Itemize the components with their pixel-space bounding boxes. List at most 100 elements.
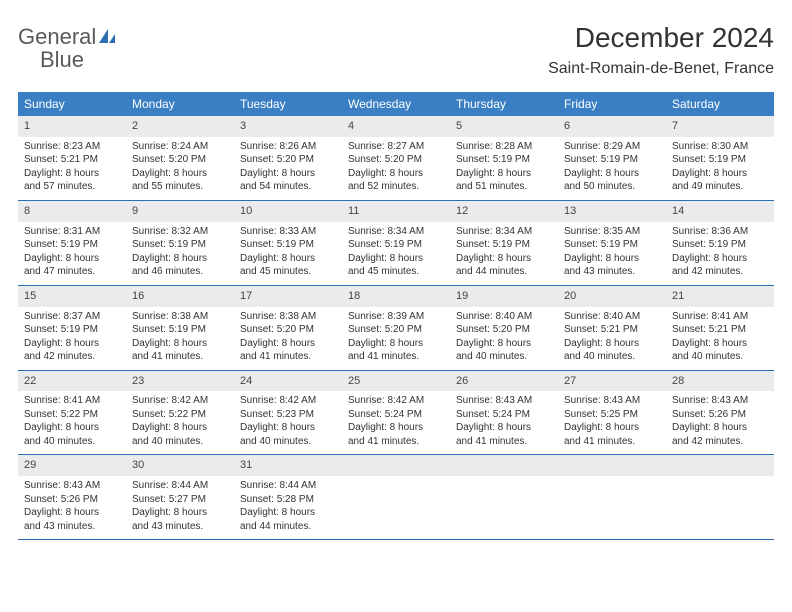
daylight-text: Daylight: 8 hours: [240, 506, 336, 520]
sunset-text: Sunset: 5:20 PM: [132, 153, 228, 167]
weekday-header: Monday: [126, 92, 234, 116]
day-body: Sunrise: 8:33 AMSunset: 5:19 PMDaylight:…: [234, 222, 342, 285]
sunset-text: Sunset: 5:26 PM: [24, 493, 120, 507]
weekday-header: Saturday: [666, 92, 774, 116]
daylight-text: Daylight: 8 hours: [132, 421, 228, 435]
calendar-day-cell: 12Sunrise: 8:34 AMSunset: 5:19 PMDayligh…: [450, 201, 558, 285]
day-number: 8: [18, 201, 126, 222]
daylight-text: Daylight: 8 hours: [672, 252, 768, 266]
weekday-header: Friday: [558, 92, 666, 116]
sunrise-text: Sunrise: 8:38 AM: [240, 310, 336, 324]
sunrise-text: Sunrise: 8:39 AM: [348, 310, 444, 324]
sunrise-text: Sunrise: 8:44 AM: [132, 479, 228, 493]
title-block: December 2024 Saint-Romain-de-Benet, Fra…: [548, 22, 774, 78]
weekday-header: Sunday: [18, 92, 126, 116]
day-body: Sunrise: 8:36 AMSunset: 5:19 PMDaylight:…: [666, 222, 774, 285]
day-number: [342, 455, 450, 476]
calendar-day-cell: 27Sunrise: 8:43 AMSunset: 5:25 PMDayligh…: [558, 371, 666, 455]
daylight-text: and 54 minutes.: [240, 180, 336, 194]
daylight-text: Daylight: 8 hours: [564, 421, 660, 435]
daylight-text: Daylight: 8 hours: [672, 337, 768, 351]
sunset-text: Sunset: 5:24 PM: [348, 408, 444, 422]
calendar-day-cell: 6Sunrise: 8:29 AMSunset: 5:19 PMDaylight…: [558, 116, 666, 200]
day-number: 7: [666, 116, 774, 137]
calendar-day-cell: 22Sunrise: 8:41 AMSunset: 5:22 PMDayligh…: [18, 371, 126, 455]
calendar-day-cell: 18Sunrise: 8:39 AMSunset: 5:20 PMDayligh…: [342, 286, 450, 370]
calendar-grid: Sunday Monday Tuesday Wednesday Thursday…: [18, 92, 774, 540]
calendar-day-cell: 15Sunrise: 8:37 AMSunset: 5:19 PMDayligh…: [18, 286, 126, 370]
day-number: 30: [126, 455, 234, 476]
calendar-day-cell: 2Sunrise: 8:24 AMSunset: 5:20 PMDaylight…: [126, 116, 234, 200]
sunrise-text: Sunrise: 8:29 AM: [564, 140, 660, 154]
daylight-text: Daylight: 8 hours: [348, 167, 444, 181]
daylight-text: Daylight: 8 hours: [564, 252, 660, 266]
day-body: [450, 476, 558, 485]
day-number: 11: [342, 201, 450, 222]
daylight-text: and 40 minutes.: [240, 435, 336, 449]
daylight-text: Daylight: 8 hours: [348, 421, 444, 435]
daylight-text: Daylight: 8 hours: [456, 421, 552, 435]
day-body: Sunrise: 8:34 AMSunset: 5:19 PMDaylight:…: [342, 222, 450, 285]
sunset-text: Sunset: 5:19 PM: [456, 153, 552, 167]
sunset-text: Sunset: 5:26 PM: [672, 408, 768, 422]
day-number: 23: [126, 371, 234, 392]
calendar-day-cell: [450, 455, 558, 539]
daylight-text: and 41 minutes.: [132, 350, 228, 364]
daylight-text: Daylight: 8 hours: [240, 421, 336, 435]
day-number: 16: [126, 286, 234, 307]
daylight-text: and 44 minutes.: [456, 265, 552, 279]
sunrise-text: Sunrise: 8:44 AM: [240, 479, 336, 493]
day-number: [450, 455, 558, 476]
daylight-text: Daylight: 8 hours: [672, 167, 768, 181]
calendar-day-cell: 3Sunrise: 8:26 AMSunset: 5:20 PMDaylight…: [234, 116, 342, 200]
sunrise-text: Sunrise: 8:37 AM: [24, 310, 120, 324]
daylight-text: Daylight: 8 hours: [24, 337, 120, 351]
day-number: 13: [558, 201, 666, 222]
daylight-text: and 42 minutes.: [672, 435, 768, 449]
daylight-text: and 43 minutes.: [564, 265, 660, 279]
day-body: Sunrise: 8:37 AMSunset: 5:19 PMDaylight:…: [18, 307, 126, 370]
calendar-week: 8Sunrise: 8:31 AMSunset: 5:19 PMDaylight…: [18, 201, 774, 286]
daylight-text: and 52 minutes.: [348, 180, 444, 194]
calendar-day-cell: 9Sunrise: 8:32 AMSunset: 5:19 PMDaylight…: [126, 201, 234, 285]
sunrise-text: Sunrise: 8:42 AM: [132, 394, 228, 408]
sunset-text: Sunset: 5:19 PM: [132, 323, 228, 337]
month-title: December 2024: [548, 22, 774, 54]
day-number: 28: [666, 371, 774, 392]
day-body: Sunrise: 8:28 AMSunset: 5:19 PMDaylight:…: [450, 137, 558, 200]
logo-text-blue: Blue: [18, 47, 84, 72]
day-number: 27: [558, 371, 666, 392]
daylight-text: and 45 minutes.: [348, 265, 444, 279]
sunrise-text: Sunrise: 8:30 AM: [672, 140, 768, 154]
daylight-text: and 40 minutes.: [456, 350, 552, 364]
sunset-text: Sunset: 5:21 PM: [564, 323, 660, 337]
sunrise-text: Sunrise: 8:24 AM: [132, 140, 228, 154]
daylight-text: and 41 minutes.: [240, 350, 336, 364]
daylight-text: Daylight: 8 hours: [240, 167, 336, 181]
sunrise-text: Sunrise: 8:34 AM: [456, 225, 552, 239]
sunrise-text: Sunrise: 8:41 AM: [24, 394, 120, 408]
daylight-text: and 44 minutes.: [240, 520, 336, 534]
sunset-text: Sunset: 5:22 PM: [24, 408, 120, 422]
day-body: Sunrise: 8:39 AMSunset: 5:20 PMDaylight:…: [342, 307, 450, 370]
weekday-header: Tuesday: [234, 92, 342, 116]
daylight-text: Daylight: 8 hours: [564, 167, 660, 181]
day-body: Sunrise: 8:40 AMSunset: 5:21 PMDaylight:…: [558, 307, 666, 370]
day-number: 4: [342, 116, 450, 137]
calendar-day-cell: [666, 455, 774, 539]
day-body: Sunrise: 8:42 AMSunset: 5:22 PMDaylight:…: [126, 391, 234, 454]
calendar-day-cell: 11Sunrise: 8:34 AMSunset: 5:19 PMDayligh…: [342, 201, 450, 285]
sunset-text: Sunset: 5:19 PM: [672, 153, 768, 167]
day-body: Sunrise: 8:43 AMSunset: 5:24 PMDaylight:…: [450, 391, 558, 454]
day-body: Sunrise: 8:41 AMSunset: 5:21 PMDaylight:…: [666, 307, 774, 370]
sunrise-text: Sunrise: 8:38 AM: [132, 310, 228, 324]
sunrise-text: Sunrise: 8:32 AM: [132, 225, 228, 239]
sunset-text: Sunset: 5:20 PM: [240, 323, 336, 337]
daylight-text: Daylight: 8 hours: [24, 167, 120, 181]
sunrise-text: Sunrise: 8:27 AM: [348, 140, 444, 154]
sunset-text: Sunset: 5:19 PM: [672, 238, 768, 252]
daylight-text: Daylight: 8 hours: [240, 252, 336, 266]
day-number: 12: [450, 201, 558, 222]
day-number: 9: [126, 201, 234, 222]
day-body: Sunrise: 8:32 AMSunset: 5:19 PMDaylight:…: [126, 222, 234, 285]
